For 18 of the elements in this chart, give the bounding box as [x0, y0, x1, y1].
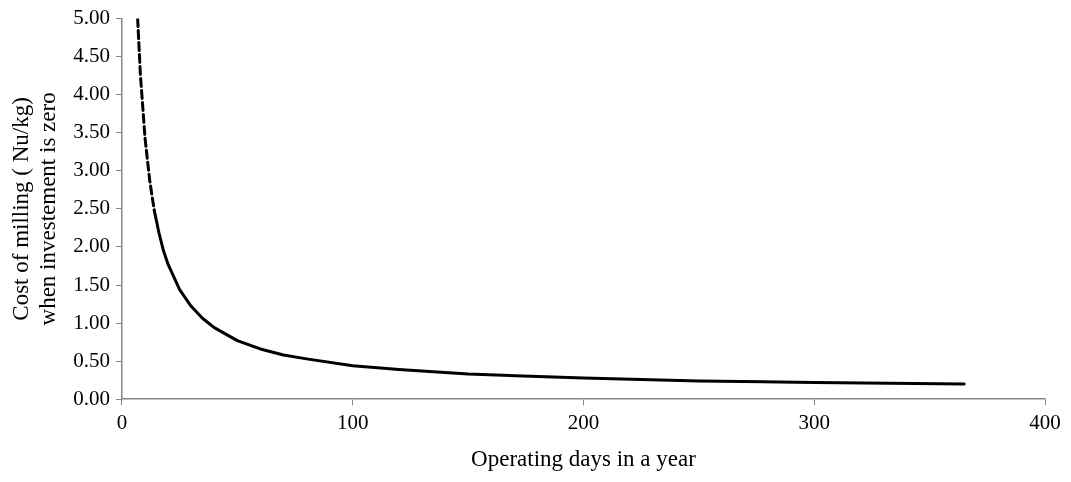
y-tick-label: 4.50: [73, 43, 110, 68]
y-tick-label: 5.00: [73, 5, 110, 30]
y-tick-label: 3.50: [73, 119, 110, 144]
x-tick-label: 100: [336, 410, 369, 435]
x-tick-label: 200: [567, 410, 600, 435]
x-axis-title: Operating days in a year: [471, 446, 697, 472]
y-tick-label: 2.50: [73, 195, 110, 220]
y-axis-title: Cost of milling ( Nu/kg) when investement is zero: [7, 92, 61, 326]
y-tick-label: 4.00: [73, 81, 110, 106]
y-tick-label: 2.00: [73, 233, 110, 258]
x-tick-label: 300: [798, 410, 830, 435]
y-tick-label: 0.50: [73, 347, 110, 372]
y-tick-label: 1.00: [73, 309, 110, 334]
x-tick-label: 0: [116, 410, 128, 435]
y-tick-label: 0.00: [73, 385, 110, 410]
y-tick-label: 1.50: [73, 271, 110, 296]
y-tick-label: 3.00: [73, 157, 110, 182]
x-tick-label: 400: [1029, 410, 1061, 435]
